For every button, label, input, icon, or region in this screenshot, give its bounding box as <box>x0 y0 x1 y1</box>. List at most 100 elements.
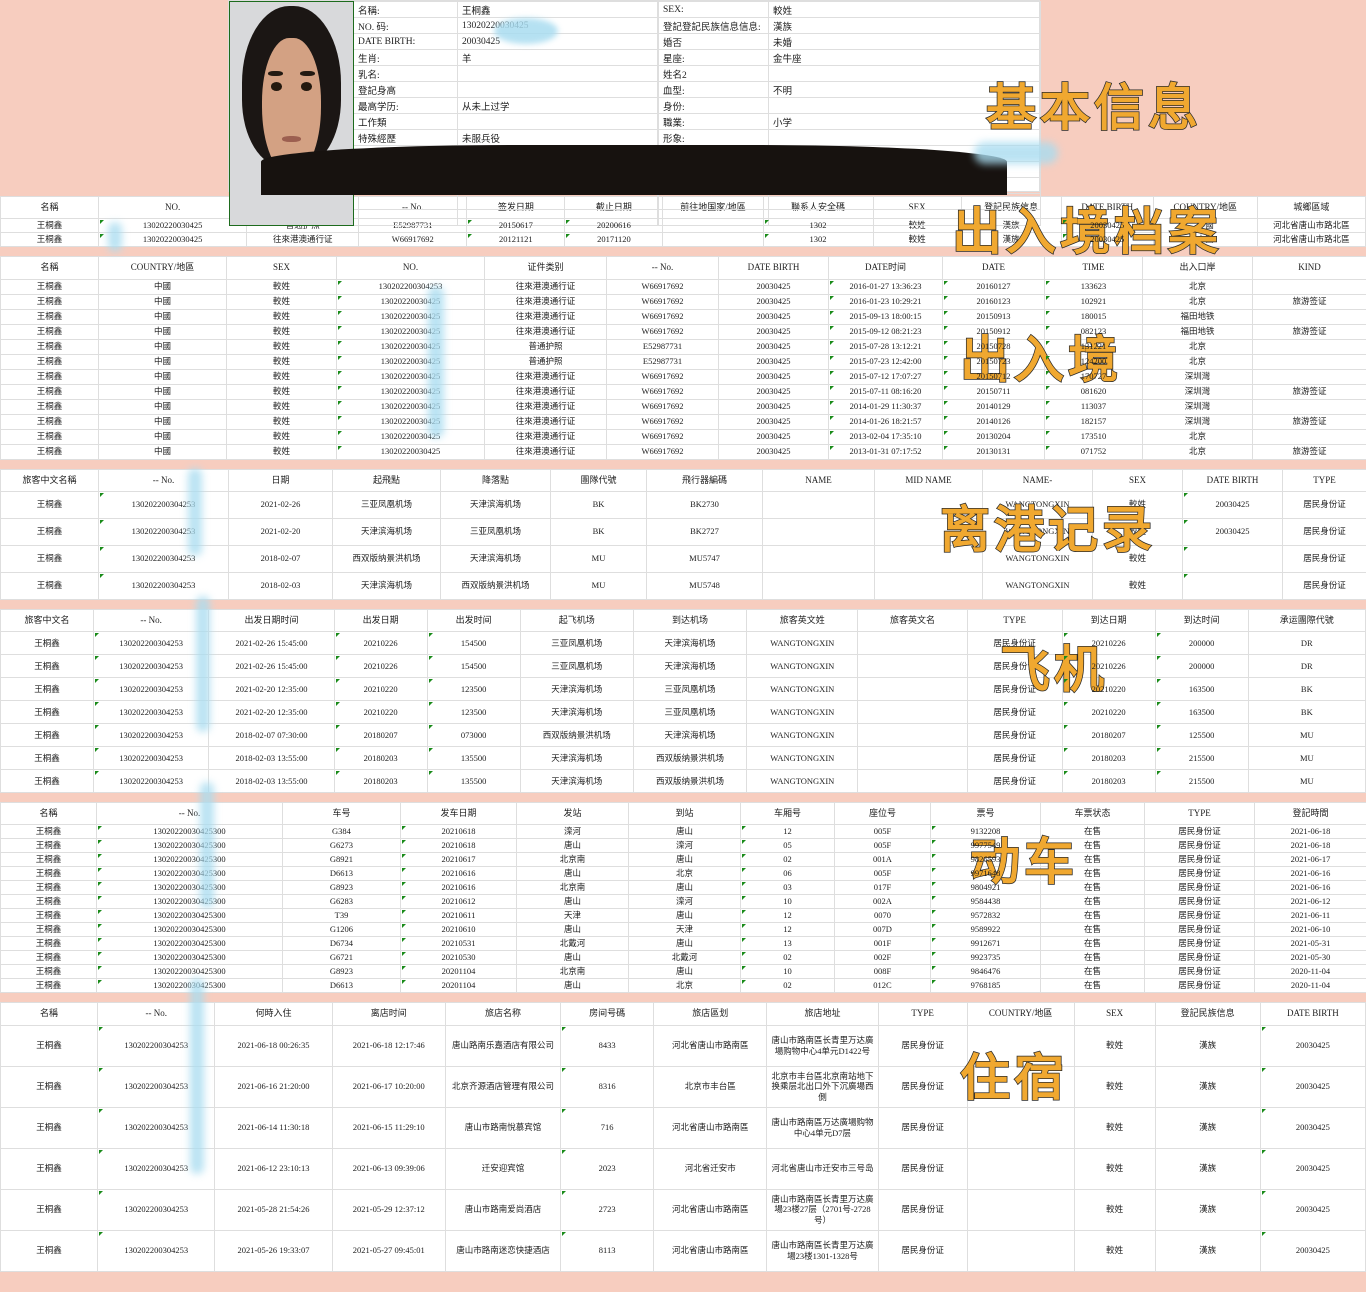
column-header-0[interactable]: 名稱 <box>1 197 99 219</box>
cell[interactable]: E52987731 <box>607 354 719 369</box>
column-header-10[interactable]: 到达日期 <box>1062 609 1155 631</box>
cell[interactable]: 王桐鑫 <box>1 279 99 294</box>
cell[interactable]: 王桐鑫 <box>1 923 97 937</box>
cell[interactable]: 130202200304253 <box>98 1025 215 1066</box>
cell[interactable]: 20180207 <box>1062 724 1155 747</box>
column-header-3[interactable]: 起飛點 <box>333 469 441 491</box>
cell[interactable]: 20180203 <box>334 770 427 793</box>
column-header-7[interactable]: DATE时间 <box>829 257 943 279</box>
cell[interactable] <box>1183 572 1283 599</box>
column-header-12[interactable]: DATE BIRTH <box>1260 1003 1365 1025</box>
column-header-4[interactable]: 证件类别 <box>485 257 607 279</box>
cell[interactable]: 130202200304253 <box>94 724 209 747</box>
cell[interactable]: 唐山 <box>629 965 741 979</box>
cell[interactable]: 唐山市路南區长青里万达廣場23楼1301-1328号 <box>767 1230 878 1271</box>
cell[interactable] <box>858 747 967 770</box>
column-header-10[interactable]: 出入口岸 <box>1143 257 1253 279</box>
cell[interactable]: 唐山 <box>517 867 629 881</box>
cell[interactable]: 12 <box>741 909 835 923</box>
cell[interactable]: 北京 <box>629 867 741 881</box>
cell[interactable]: BK2727 <box>647 518 763 545</box>
cell[interactable]: 2020-11-04 <box>1255 979 1366 993</box>
cell[interactable]: 123500 <box>427 678 520 701</box>
cell[interactable]: 居民身份证 <box>1145 881 1255 895</box>
cell[interactable]: 130202200304253 <box>94 701 209 724</box>
cell[interactable]: 天津滨海机场 <box>441 491 551 518</box>
cell[interactable]: 2015-09-13 18:00:15 <box>829 309 943 324</box>
cell[interactable] <box>875 572 983 599</box>
cell[interactable]: 天津滨海机场 <box>520 678 633 701</box>
cell[interactable]: 007D <box>835 923 931 937</box>
cell[interactable]: 天津 <box>517 909 629 923</box>
column-header-0[interactable]: 旅客中文名稱 <box>1 469 99 491</box>
cell[interactable]: 20210220 <box>1062 678 1155 701</box>
cell[interactable]: 唐山 <box>517 923 629 937</box>
cell[interactable]: WANGTONGXIN <box>983 545 1093 572</box>
cell[interactable]: W66917692 <box>607 279 719 294</box>
cell[interactable]: 王桐鑫 <box>1 518 99 545</box>
cell[interactable]: 較姓 <box>227 309 337 324</box>
column-header-4[interactable]: 出发时间 <box>427 609 520 631</box>
cell[interactable]: 漢族 <box>1155 1148 1260 1189</box>
cell[interactable]: 2021-02-20 12:35:00 <box>209 701 334 724</box>
cell[interactable]: 20210220 <box>334 701 427 724</box>
cell[interactable]: 200000 <box>1155 655 1248 678</box>
column-header-8[interactable]: 票号 <box>931 803 1041 825</box>
cell[interactable]: 13020220030425 <box>337 399 485 414</box>
column-header-9[interactable]: COUNTRY/地區 <box>967 1003 1074 1025</box>
cell[interactable]: 北京南 <box>517 881 629 895</box>
cell[interactable]: 9971648 <box>931 867 1041 881</box>
cell[interactable]: 20210226 <box>1062 632 1155 655</box>
cell[interactable]: 130202200304253 <box>98 1148 215 1189</box>
cell[interactable] <box>875 518 983 545</box>
cell[interactable]: 2014-01-29 11:30:37 <box>829 399 943 414</box>
cell[interactable]: WANGTONGXIN <box>983 572 1093 599</box>
cell[interactable]: 王桐鑫 <box>1 1148 98 1189</box>
cell[interactable]: 200000 <box>1155 632 1248 655</box>
column-header-2[interactable]: 车号 <box>283 803 401 825</box>
cell[interactable]: G6721 <box>283 951 401 965</box>
cell[interactable]: 130202200304253 <box>98 1107 215 1148</box>
column-header-12[interactable]: 承运團際代號 <box>1248 609 1365 631</box>
cell[interactable]: W66917692 <box>607 414 719 429</box>
cell[interactable]: 20030425 <box>719 279 829 294</box>
column-header-8[interactable]: MID NAME <box>875 469 983 491</box>
cell[interactable]: 20030425 <box>1061 233 1153 247</box>
cell[interactable]: 王桐鑫 <box>1 770 94 793</box>
cell[interactable]: 王桐鑫 <box>1 632 94 655</box>
cell[interactable]: 2021-06-16 21:20:00 <box>215 1066 332 1107</box>
cell[interactable]: 9589922 <box>931 923 1041 937</box>
cell[interactable] <box>967 1230 1074 1271</box>
cell[interactable]: 20030425 <box>719 399 829 414</box>
cell[interactable]: 居民身份证 <box>878 1230 967 1271</box>
cell[interactable]: 居民身份证 <box>967 632 1062 655</box>
cell[interactable]: 2018-02-03 13:55:00 <box>209 747 334 770</box>
cell[interactable]: 居民身份证 <box>1283 572 1366 599</box>
cell[interactable] <box>858 678 967 701</box>
cell[interactable]: 123500 <box>427 701 520 724</box>
column-header-0[interactable]: 名稱 <box>1 803 97 825</box>
cell[interactable]: 天津滨海机场 <box>520 747 633 770</box>
column-header-4[interactable]: 旅店名称 <box>445 1003 560 1025</box>
cell[interactable]: 017F <box>835 881 931 895</box>
cell[interactable]: 往來港澳通行证 <box>485 399 607 414</box>
cell[interactable]: 王桐鑫 <box>1 233 99 247</box>
cell[interactable]: 唐山市路南悅慕宾馆 <box>445 1107 560 1148</box>
cell[interactable]: 2021-06-10 <box>1255 923 1366 937</box>
cell[interactable]: 2021-05-29 12:37:12 <box>332 1189 445 1230</box>
cell[interactable]: 漢族 <box>1155 1189 1260 1230</box>
cell[interactable]: 13020220030425300 <box>97 825 283 839</box>
cell[interactable]: 往來港澳通行证 <box>485 324 607 339</box>
cell[interactable]: 008F <box>835 965 931 979</box>
column-header-3[interactable]: 出发日期 <box>334 609 427 631</box>
cell[interactable]: 旅游签证 <box>1253 384 1366 399</box>
cell[interactable]: 20140129 <box>943 399 1045 414</box>
